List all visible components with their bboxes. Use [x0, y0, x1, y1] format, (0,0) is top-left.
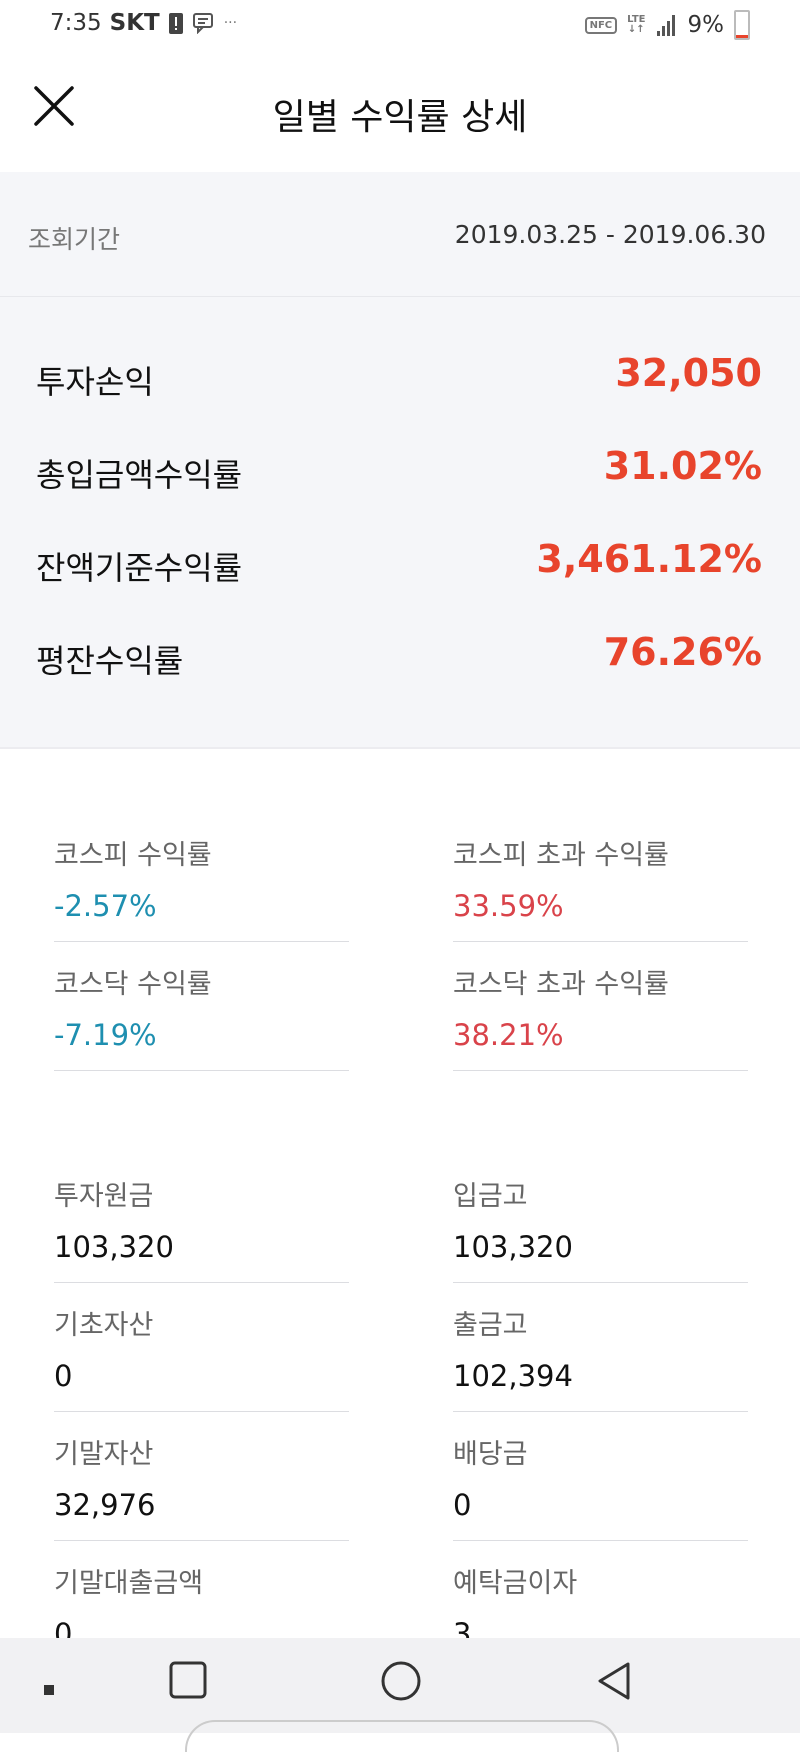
stat-label: 예탁금이자: [453, 1568, 578, 1599]
period-row: 조회기간 2019.03.25 - 2019.06.30: [0, 172, 800, 297]
stat-value: 0: [453, 1488, 472, 1522]
stat-label: 입금고: [453, 1181, 528, 1212]
stat-label: 배당금: [453, 1439, 528, 1470]
summary-value: 32,050: [615, 351, 762, 395]
gesture-bar: [185, 1720, 619, 1752]
close-icon: [34, 86, 74, 126]
nfc-icon: NFC: [584, 16, 618, 34]
stat-item: 기초자산 0: [54, 1283, 349, 1412]
stat-label: 코스피 수익률: [54, 840, 212, 871]
summary-label: 평잔수익률: [36, 642, 184, 680]
alert-icon: [168, 13, 183, 34]
period-value: 2019.03.25 - 2019.06.30: [454, 220, 766, 249]
stat-value: -7.19%: [54, 1018, 157, 1052]
stat-item: 예탁금이자 3: [453, 1541, 748, 1670]
stat-value: 33.59%: [453, 889, 564, 923]
status-bar: 7:35 SKT ··· NFC LTE ↓↑ 9%: [0, 0, 800, 50]
summary-label: 잔액기준수익률: [36, 549, 243, 587]
stat-label: 코스피 초과 수익률: [453, 840, 669, 871]
stat-item: 투자원금 103,320: [54, 1154, 349, 1283]
status-bar-left: 7:35 SKT ···: [50, 10, 237, 36]
recents-icon: [169, 1661, 207, 1699]
stat-value: 0: [54, 1359, 73, 1393]
stat-item: 출금고 102,394: [453, 1283, 748, 1412]
summary-row: 총입금액수익률 31.02%: [0, 430, 800, 520]
stat-value: 103,320: [54, 1230, 174, 1264]
lte-icon: LTE ↓↑: [627, 14, 646, 35]
back-button[interactable]: [594, 1660, 634, 1706]
home-button[interactable]: [380, 1660, 422, 1706]
stat-label: 기말자산: [54, 1439, 154, 1470]
summary-row: 투자손익 32,050: [0, 337, 800, 427]
stat-value: -2.57%: [54, 889, 157, 923]
back-icon: [598, 1662, 630, 1700]
stat-value: 38.21%: [453, 1018, 564, 1052]
stat-label: 기말대출금액: [54, 1568, 204, 1599]
period-label: 조회기간: [28, 225, 121, 254]
summary-value: 31.02%: [603, 444, 762, 488]
close-button[interactable]: [30, 82, 78, 130]
stat-label: 투자원금: [54, 1181, 154, 1212]
battery-percent: 9%: [687, 12, 725, 38]
stat-value: 32,976: [54, 1488, 156, 1522]
stat-item: 입금고 103,320: [453, 1154, 748, 1283]
stat-item: 코스닥 수익률 -7.19%: [54, 942, 349, 1071]
status-time: 7:35: [50, 10, 102, 36]
system-nav-bar: [0, 1638, 800, 1752]
menu-dot-button[interactable]: [42, 1682, 56, 1701]
stat-label: 기초자산: [54, 1310, 154, 1341]
stat-item: 배당금 0: [453, 1412, 748, 1541]
home-icon: [381, 1661, 421, 1701]
stat-item: 코스피 초과 수익률 33.59%: [453, 813, 748, 942]
signal-icon: [656, 15, 675, 36]
message-icon: [192, 13, 213, 34]
battery-icon: [734, 10, 750, 40]
summary-value: 3,461.12%: [536, 537, 762, 581]
stat-label: 출금고: [453, 1310, 528, 1341]
page-title: 일별 수익률 상세: [272, 97, 528, 138]
summary-label: 투자손익: [36, 363, 154, 401]
more-notifications-icon: ···: [223, 15, 238, 31]
stat-label: 코스닥 수익률: [54, 969, 212, 1000]
summary-value: 76.26%: [603, 630, 762, 674]
stat-item: 코스닥 초과 수익률 38.21%: [453, 942, 748, 1071]
stat-value: 103,320: [453, 1230, 573, 1264]
status-carrier: SKT: [109, 10, 160, 36]
summary-row: 잔액기준수익률 3,461.12%: [0, 523, 800, 613]
stat-item: 코스피 수익률 -2.57%: [54, 813, 349, 942]
stat-value: 102,394: [453, 1359, 573, 1393]
summary-label: 총입금액수익률: [36, 456, 243, 494]
stat-item: 기말자산 32,976: [54, 1412, 349, 1541]
status-bar-right: NFC LTE ↓↑ 9%: [584, 10, 750, 40]
recents-button[interactable]: [168, 1660, 208, 1704]
summary-row: 평잔수익률 76.26%: [0, 616, 800, 706]
stat-label: 코스닥 초과 수익률: [453, 969, 669, 1000]
menu-dot-icon: [44, 1685, 54, 1695]
summary-section: 투자손익 32,050 총입금액수익률 31.02% 잔액기준수익률 3,461…: [0, 297, 800, 749]
page-header: 일별 수익률 상세: [0, 60, 800, 170]
